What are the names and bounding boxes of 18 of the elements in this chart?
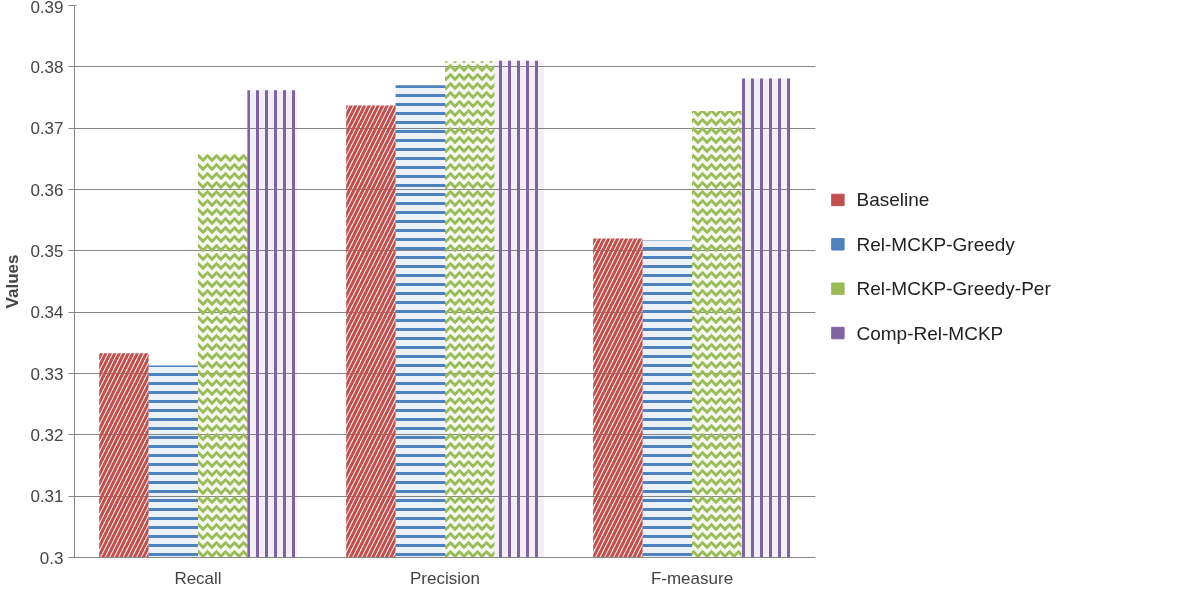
y-tick-label: 0.36 [30, 180, 64, 200]
legend-label: Rel-MCKP-Greedy [856, 233, 1016, 255]
x-tick-label: Recall [174, 568, 222, 588]
x-tick-label: Precision [410, 568, 480, 588]
y-tick-label: 0.37 [30, 119, 64, 139]
y-tick-label: 0.31 [30, 487, 64, 507]
y-tick-label: 0.33 [30, 364, 64, 384]
legend-label: Rel-MCKP-Greedy-Per [856, 278, 1052, 300]
y-tick-label: 0.32 [30, 425, 64, 445]
y-tick-label: 0.38 [30, 57, 64, 77]
legend-label: Baseline [856, 189, 930, 211]
x-tick-label: F-measure [650, 568, 734, 588]
legend-label: Comp-Rel-MCKP [856, 322, 1004, 344]
y-axis-title: Values [3, 254, 23, 309]
y-tick-label: 0.39 [30, 0, 64, 17]
y-tick-label: 0.34 [30, 303, 64, 323]
y-tick-label: 0.35 [30, 241, 64, 261]
y-tick-label: 0.3 [39, 548, 64, 568]
